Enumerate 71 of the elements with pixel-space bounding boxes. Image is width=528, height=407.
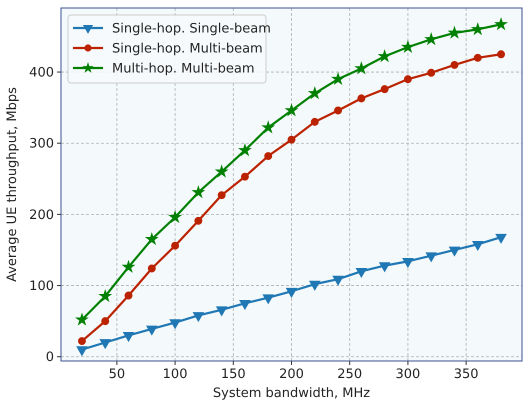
x-tick-label: 300 (396, 367, 420, 382)
x-tick-label: 200 (279, 367, 304, 382)
point (78, 337, 86, 346)
point (238, 144, 252, 156)
point (170, 319, 181, 329)
point (308, 87, 321, 99)
point (216, 306, 228, 316)
x-tick-label: 350 (454, 367, 479, 382)
point (497, 50, 506, 58)
point (192, 186, 204, 198)
point (332, 72, 344, 84)
x-tick-label: 250 (337, 367, 362, 382)
point (378, 50, 391, 62)
point (146, 326, 158, 336)
point (380, 85, 389, 94)
point (450, 60, 458, 69)
point (426, 252, 437, 262)
legend-label: Multi-hop. Multi-beam (112, 62, 255, 76)
point (472, 240, 484, 251)
point (285, 104, 298, 116)
point (309, 280, 320, 290)
point (148, 264, 156, 272)
point (218, 191, 226, 200)
point (240, 172, 249, 181)
point (262, 294, 274, 304)
legend-label: Single-hop. Single-beam (112, 22, 271, 36)
y-tick-label: 200 (29, 208, 54, 223)
point (194, 216, 202, 225)
x-axis-title: System bandwidth, MHz (212, 386, 370, 401)
point (310, 118, 319, 126)
x-tick-label: 100 (162, 367, 188, 382)
point (472, 22, 484, 35)
point (357, 94, 366, 102)
y-axis-title: Average UE throughput, Mbps (5, 86, 20, 282)
point (286, 288, 297, 298)
point (100, 339, 111, 349)
x-tick-label: 150 (220, 367, 246, 382)
point (262, 121, 274, 133)
point (124, 292, 132, 300)
point (122, 260, 135, 272)
point (427, 68, 436, 77)
point (402, 258, 414, 268)
point (123, 332, 134, 342)
point (288, 136, 296, 144)
point (356, 268, 367, 278)
point (474, 54, 482, 62)
point (101, 317, 110, 326)
point (192, 312, 204, 322)
point (496, 234, 507, 244)
point (355, 62, 368, 74)
point (169, 210, 182, 222)
point (448, 26, 461, 38)
point (404, 75, 412, 84)
point (216, 165, 228, 177)
point (264, 152, 272, 160)
y-tick-label: 0 (46, 350, 54, 366)
point (379, 262, 390, 272)
y-tick-label: 400 (29, 66, 54, 81)
point (402, 40, 414, 52)
point (171, 242, 180, 250)
y-tick-label: 300 (29, 136, 54, 152)
point (76, 346, 88, 356)
point (494, 18, 508, 30)
point (448, 246, 460, 256)
y-tick-label: 100 (29, 279, 54, 294)
legend-label: Single-hop. Multi-beam (112, 42, 263, 56)
point (146, 232, 158, 245)
point (332, 276, 344, 286)
point (334, 106, 342, 114)
x-tick-label: 50 (108, 367, 126, 382)
point (239, 300, 250, 310)
